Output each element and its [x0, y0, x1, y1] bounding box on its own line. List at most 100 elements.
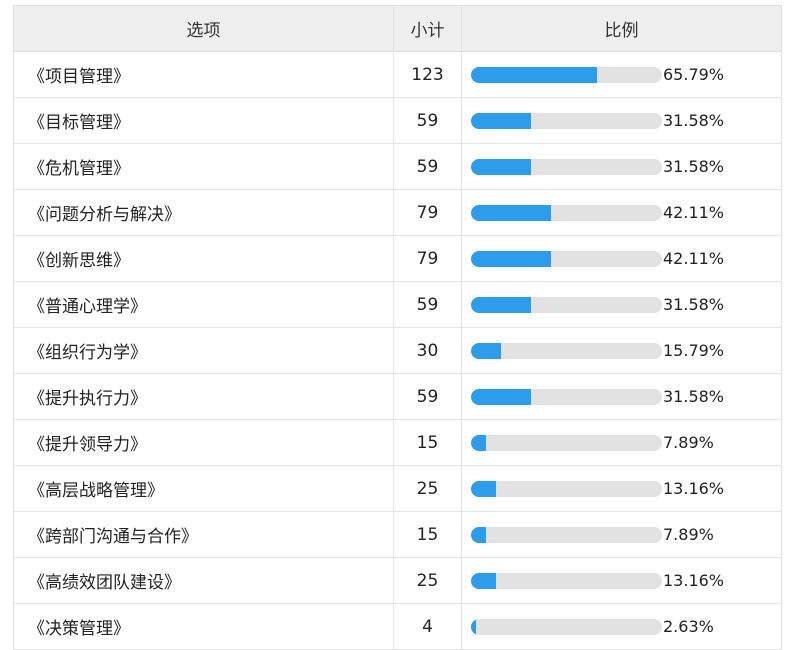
ratio-bar-group: 42.11%: [471, 249, 781, 269]
option-cell: 《提升执行力》: [13, 373, 394, 420]
table-row: 《跨部门沟通与合作》 15 7.89%: [13, 511, 782, 558]
table-row: 《普通心理学》 59 31.58%: [13, 281, 782, 328]
count-cell: 79: [393, 189, 462, 236]
ratio-bar-group: 31.58%: [471, 157, 781, 177]
progress-bar-fill: [471, 204, 552, 221]
count-cell: 30: [393, 327, 462, 374]
progress-bar-fill: [471, 66, 597, 83]
table-header-row: 选项 小计 比例: [13, 5, 782, 52]
count-cell: 79: [393, 235, 462, 282]
survey-result-table: 选项 小计 比例 《项目管理》 123 65.79% 《目标管理》 59 31.58% 《危…: [13, 5, 782, 650]
option-cell: 《决策管理》: [13, 603, 394, 650]
ratio-bar-group: 15.79%: [471, 341, 781, 361]
count-cell: 123: [393, 51, 462, 98]
percent-label: 13.16%: [663, 571, 725, 590]
ratio-bar-group: 31.58%: [471, 295, 781, 315]
progress-bar-fill: [471, 388, 532, 405]
count-cell: 59: [393, 97, 462, 144]
table-row: 《危机管理》 59 31.58%: [13, 143, 782, 190]
column-header-option: 选项: [13, 5, 394, 52]
progress-bar-track: [471, 434, 662, 451]
option-cell: 《目标管理》: [13, 97, 394, 144]
progress-bar-track: [471, 480, 662, 497]
percent-label: 42.11%: [663, 249, 725, 268]
option-cell: 《创新思维》: [13, 235, 394, 282]
ratio-cell: 31.58%: [461, 97, 782, 144]
survey-result-table-container: 选项 小计 比例 《项目管理》 123 65.79% 《目标管理》 59 31.58% 《危…: [13, 5, 782, 650]
option-cell: 《问题分析与解决》: [13, 189, 394, 236]
column-header-count: 小计: [393, 5, 462, 52]
ratio-cell: 31.58%: [461, 281, 782, 328]
table-row: 《高绩效团队建设》 25 13.16%: [13, 557, 782, 604]
ratio-bar-group: 31.58%: [471, 387, 781, 407]
count-cell: 15: [393, 419, 462, 466]
progress-bar-track: [471, 342, 662, 359]
option-cell: 《高层战略管理》: [13, 465, 394, 512]
percent-label: 31.58%: [663, 387, 725, 406]
progress-bar-track: [471, 66, 662, 83]
progress-bar-fill: [471, 526, 487, 543]
ratio-bar-group: 7.89%: [471, 525, 781, 545]
column-header-ratio: 比例: [461, 5, 782, 52]
option-cell: 《危机管理》: [13, 143, 394, 190]
table-row: 《提升执行力》 59 31.58%: [13, 373, 782, 420]
ratio-bar-group: 31.58%: [471, 111, 781, 131]
ratio-cell: 15.79%: [461, 327, 782, 374]
option-cell: 《跨部门沟通与合作》: [13, 511, 394, 558]
option-cell: 《高绩效团队建设》: [13, 557, 394, 604]
progress-bar-fill: [471, 572, 497, 589]
count-cell: 59: [393, 143, 462, 190]
ratio-cell: 65.79%: [461, 51, 782, 98]
progress-bar-fill: [471, 342, 502, 359]
table-row: 《项目管理》 123 65.79%: [13, 51, 782, 98]
percent-label: 65.79%: [663, 65, 725, 84]
table-row: 《问题分析与解决》 79 42.11%: [13, 189, 782, 236]
progress-bar-fill: [471, 296, 532, 313]
percent-label: 31.58%: [663, 157, 725, 176]
progress-bar-fill: [471, 480, 497, 497]
option-cell: 《项目管理》: [13, 51, 394, 98]
progress-bar-track: [471, 250, 662, 267]
option-cell: 《组织行为学》: [13, 327, 394, 374]
ratio-bar-group: 2.63%: [471, 617, 781, 637]
count-cell: 59: [393, 373, 462, 420]
progress-bar-fill: [471, 158, 532, 175]
table-row: 《组织行为学》 30 15.79%: [13, 327, 782, 374]
table-row: 《提升领导力》 15 7.89%: [13, 419, 782, 466]
percent-label: 7.89%: [663, 433, 714, 452]
progress-bar-fill: [471, 112, 532, 129]
progress-bar-track: [471, 572, 662, 589]
progress-bar-track: [471, 388, 662, 405]
table-row: 《高层战略管理》 25 13.16%: [13, 465, 782, 512]
progress-bar-track: [471, 158, 662, 175]
ratio-cell: 42.11%: [461, 189, 782, 236]
option-cell: 《普通心理学》: [13, 281, 394, 328]
count-cell: 15: [393, 511, 462, 558]
option-cell: 《提升领导力》: [13, 419, 394, 466]
table-row: 《决策管理》 4 2.63%: [13, 603, 782, 650]
progress-bar-fill: [471, 250, 552, 267]
percent-label: 2.63%: [663, 617, 714, 636]
count-cell: 25: [393, 557, 462, 604]
ratio-cell: 2.63%: [461, 603, 782, 650]
ratio-cell: 13.16%: [461, 465, 782, 512]
percent-label: 31.58%: [663, 111, 725, 130]
ratio-bar-group: 42.11%: [471, 203, 781, 223]
ratio-cell: 7.89%: [461, 511, 782, 558]
progress-bar-fill: [471, 434, 487, 451]
percent-label: 42.11%: [663, 203, 725, 222]
ratio-cell: 42.11%: [461, 235, 782, 282]
table-row: 《创新思维》 79 42.11%: [13, 235, 782, 282]
percent-label: 31.58%: [663, 295, 725, 314]
ratio-cell: 31.58%: [461, 143, 782, 190]
ratio-cell: 13.16%: [461, 557, 782, 604]
progress-bar-fill: [471, 618, 477, 635]
ratio-bar-group: 13.16%: [471, 571, 781, 591]
ratio-cell: 7.89%: [461, 419, 782, 466]
progress-bar-track: [471, 204, 662, 221]
count-cell: 59: [393, 281, 462, 328]
progress-bar-track: [471, 618, 662, 635]
progress-bar-track: [471, 526, 662, 543]
count-cell: 25: [393, 465, 462, 512]
table-row: 《目标管理》 59 31.58%: [13, 97, 782, 144]
